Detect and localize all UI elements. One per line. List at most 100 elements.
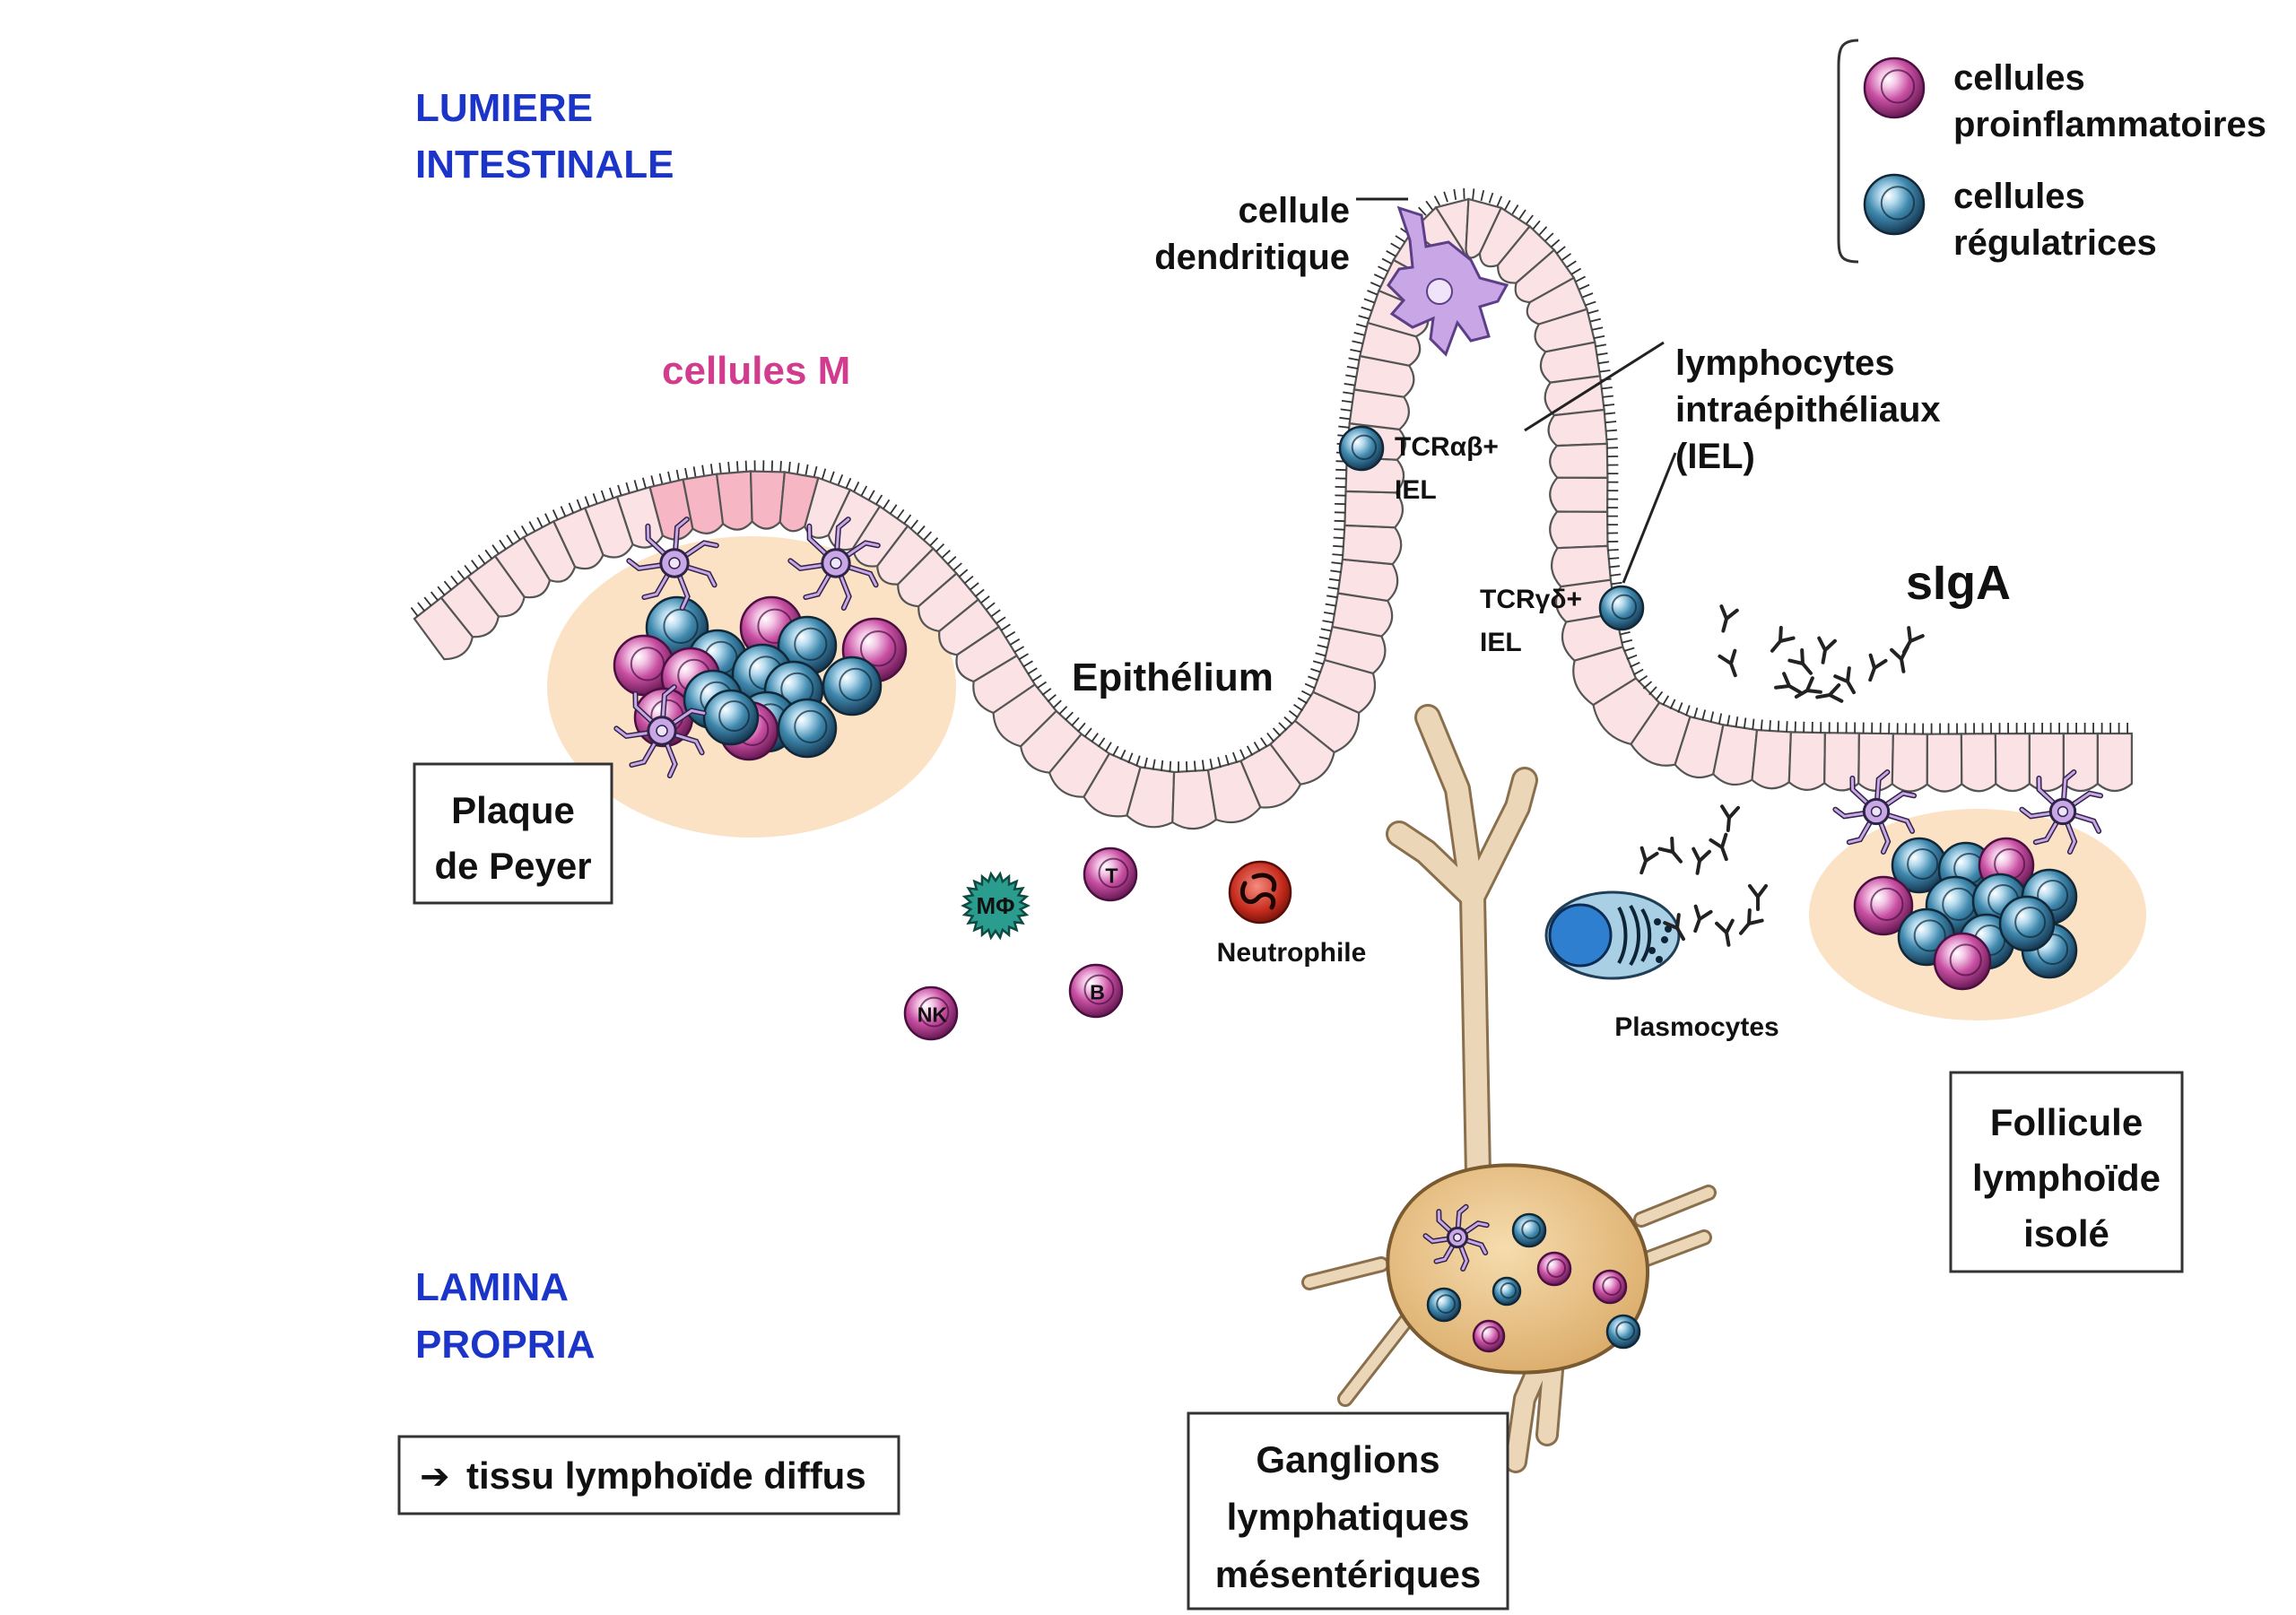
cell-population: T B NK MΦ: [613, 56, 2078, 1353]
legend-reg-line1: cellules: [1953, 177, 2085, 216]
macrophage-body: [961, 871, 1031, 941]
dendritic-cell-icon: [1832, 769, 1918, 855]
b-cell-membrane: [1068, 963, 1124, 1019]
nk-cell: NK: [903, 985, 959, 1041]
peyer-box-line1: Plaque: [451, 789, 575, 831]
t-cell-membrane: [1083, 847, 1138, 902]
m-cell: [778, 471, 820, 533]
peyer-box-line2: de Peyer: [434, 845, 591, 887]
plasmocyte-granule: [1661, 936, 1668, 943]
dendritic-cell-icon: [1387, 205, 1509, 357]
plasmocyte-nucleus: [1548, 903, 1613, 968]
follicle-cell-nucleus: [2037, 880, 2069, 911]
peyer-cell: [702, 689, 760, 746]
follicle-box-line1: Follicule: [1990, 1101, 2143, 1143]
antibody-shape: [1770, 626, 1796, 653]
siga-label: sIgA: [1906, 556, 2011, 610]
epithelial-cell: [1787, 731, 1827, 791]
antibody-shape: [1718, 648, 1737, 678]
antibody-shape: [1739, 908, 1764, 935]
b-cell: B: [1068, 963, 1124, 1019]
antibody-shape: [1720, 804, 1741, 832]
epithelial-cell: [1891, 733, 1929, 793]
antibody-icon: [1748, 884, 1768, 911]
antibody-shape: [1890, 645, 1909, 673]
text-layer: LUMIERE INTESTINALE LAMINA PROPRIA cellu…: [415, 58, 2266, 1367]
dendritic-cell-icon: [626, 517, 719, 611]
peyer-cell-nucleus: [630, 647, 665, 682]
follicle-cell-nucleus: [1870, 887, 1904, 922]
antibody-icon: [1693, 904, 1713, 933]
lymph-node-body: [1386, 1163, 1649, 1375]
follicle-cell-membrane: [1998, 895, 2056, 952]
epithelial-cell: [1547, 408, 1608, 447]
dendritic-arms: [627, 517, 718, 610]
plasmocyte-granule: [1665, 925, 1672, 933]
peyer-cell: [777, 698, 838, 759]
epithelial-cell: [1926, 733, 1963, 793]
plasmocyte-granule: [1656, 956, 1663, 963]
antibody-icon: [1833, 666, 1856, 695]
epithelial-cell: [1994, 732, 2031, 793]
iel-label-line1: lymphocytes: [1675, 343, 1895, 383]
peyer-cell-nucleus: [839, 667, 873, 702]
diffuse-box-text: tissu lymphoïde diffus: [466, 1454, 866, 1497]
lymph-node-cell: [1605, 1314, 1641, 1350]
leader-lines: [1356, 197, 1677, 584]
dendritic-cell-icon: [2019, 769, 2104, 855]
antibody-icon: [1663, 913, 1685, 942]
t-cell: T: [1083, 847, 1138, 902]
plasmocyte-icon: [1544, 890, 1681, 980]
antibody-shape: [1787, 648, 1813, 675]
follicle-box-line3: isolé: [2023, 1212, 2109, 1255]
antibody-shape: [1639, 846, 1659, 875]
dendritic-arms: [1833, 770, 1916, 854]
follicle-cell: [1933, 932, 1992, 991]
peyer-cell-nucleus: [794, 627, 828, 662]
follicle-cell-nucleus: [1913, 919, 1946, 952]
epithelial-cell: [1544, 375, 1605, 417]
antibody-icon: [1739, 908, 1764, 935]
lymph-node-cell-nucleus: [1602, 1276, 1622, 1296]
epithelial-cell: [1341, 524, 1403, 566]
dendritic-label-line1: cellule: [1238, 191, 1350, 230]
antibody-icon: [1639, 846, 1659, 875]
antibody-icon: [1720, 804, 1741, 832]
antibody-icon: [1774, 672, 1803, 694]
follicle-cell-nucleus: [1907, 848, 1939, 880]
epithelial-cell: [1549, 510, 1609, 550]
follicle-cell: [1853, 875, 1914, 936]
tcr-gd-label-line1: TCRγδ+: [1480, 585, 1582, 614]
plasmocyte-granule: [1654, 918, 1661, 925]
lymph-node-cell-nucleus: [1615, 1321, 1636, 1341]
antibody-icon: [1794, 676, 1822, 699]
dendritic-arms: [2020, 770, 2102, 854]
neutrophil-label: Neutrophile: [1217, 938, 1367, 968]
peyer-cell-nucleus: [859, 630, 897, 667]
label-boxes: Plaque de Peyer Follicule lymphoïde isol…: [397, 762, 2184, 1611]
dendritic-cell-icon: [613, 684, 707, 778]
lymph-node-cell-nucleus: [1521, 1220, 1542, 1239]
ganglion-box: [1187, 1411, 1509, 1611]
t-cell-label: T: [1105, 864, 1118, 887]
plasmocyte-granule: [1648, 947, 1656, 954]
follicle-cell-nucleus: [2014, 907, 2047, 938]
iel-label-line2: intraépithéliaux: [1675, 390, 1941, 430]
nk-cell-nucleus: [918, 996, 950, 1028]
antibody-icon: [1787, 648, 1813, 675]
antibody-shape: [1709, 832, 1728, 862]
t-cell-nucleus: [1098, 857, 1129, 889]
villus-dendritic-nucleus: [1426, 278, 1453, 305]
m-cells-label: cellules M: [662, 349, 850, 393]
antibodies: [1639, 604, 1925, 947]
antibody-icon: [1902, 626, 1925, 655]
peyer-cell-nucleus: [794, 709, 828, 744]
ganglion-box-line2: lymphatiques: [1227, 1496, 1470, 1538]
dendritic-arms: [1424, 1205, 1489, 1271]
dendritic-label-line2: dendritique: [1154, 238, 1350, 277]
epithelial-cell: [2028, 732, 2065, 793]
nk-cell-membrane: [903, 985, 959, 1041]
antibody-shape: [1815, 683, 1844, 703]
legend-proinflammatory-cell-membrane: [1863, 56, 1926, 119]
